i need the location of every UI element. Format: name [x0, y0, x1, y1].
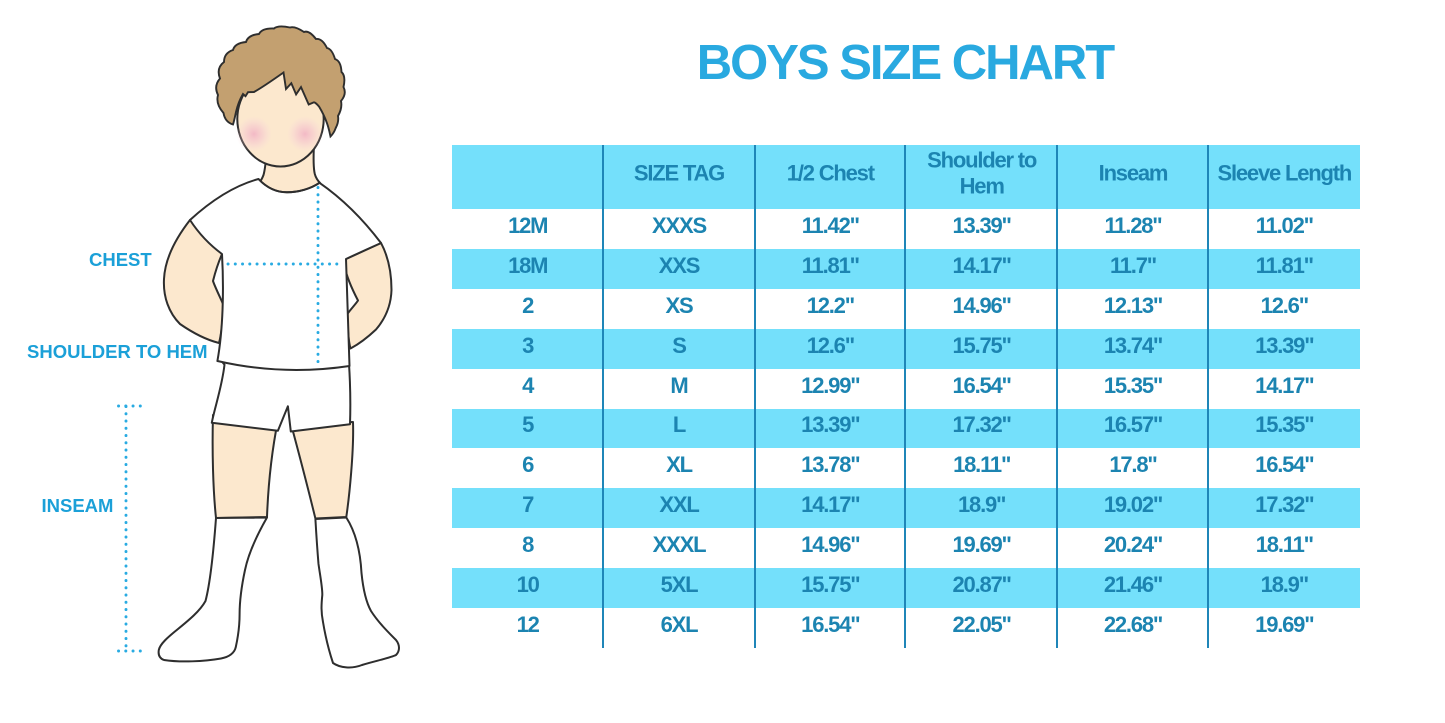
svg-text:SHOULDER TO HEM: SHOULDER TO HEM: [27, 341, 208, 362]
svg-text:INSEAM: INSEAM: [42, 495, 114, 516]
svg-text:CHEST: CHEST: [89, 249, 152, 270]
